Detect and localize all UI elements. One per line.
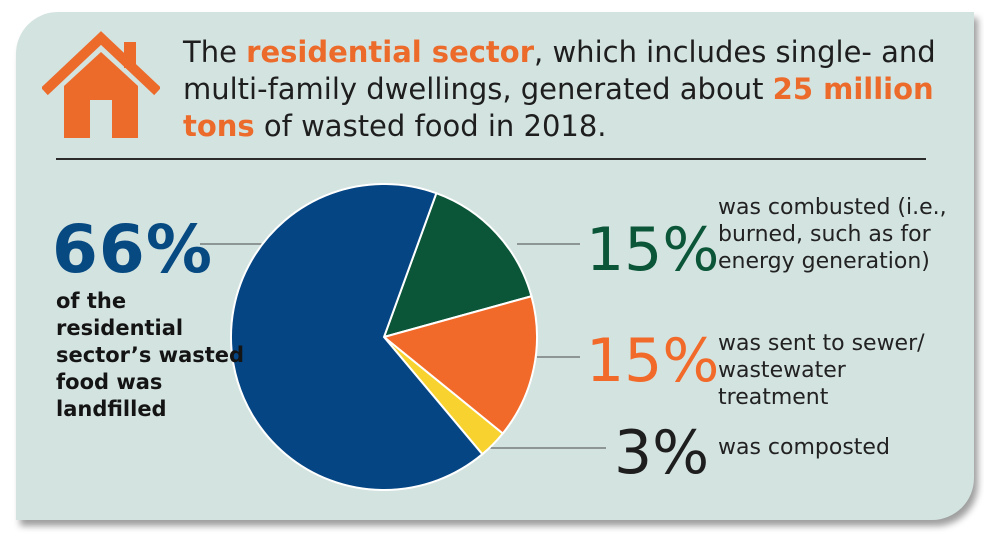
composted-label: was composted [718,435,890,460]
slice-landfilled [230,183,484,491]
sewer-percent: 15% [586,326,720,396]
slice-sewer [381,294,538,435]
pie-slices [230,183,538,491]
composted-percent: 3% [614,418,710,488]
sewer-label: was sent to sewer/ wastewater treatment [718,331,925,410]
highlight-residential-sector: residential sector [246,35,535,69]
divider [56,158,926,160]
headline-text-2: , which includes single- and multi-famil… [183,35,936,106]
combusted-label: was combusted (i.e., burned, such as for… [718,195,947,274]
landfilled-label: of the residential sector’s wasted food … [56,289,245,421]
slice-combusted [382,191,533,339]
headline-text-1: The [183,35,247,69]
highlight-tons: 25 million tons [183,72,934,143]
house-icon [42,31,160,138]
leader-lines [200,243,606,449]
landfilled-percent: 66% [52,211,213,288]
combusted-percent: 15% [586,215,720,285]
headline-text-3: of wasted food in 2018. [254,109,607,143]
headline: The residential sector, which includes s… [183,34,943,145]
